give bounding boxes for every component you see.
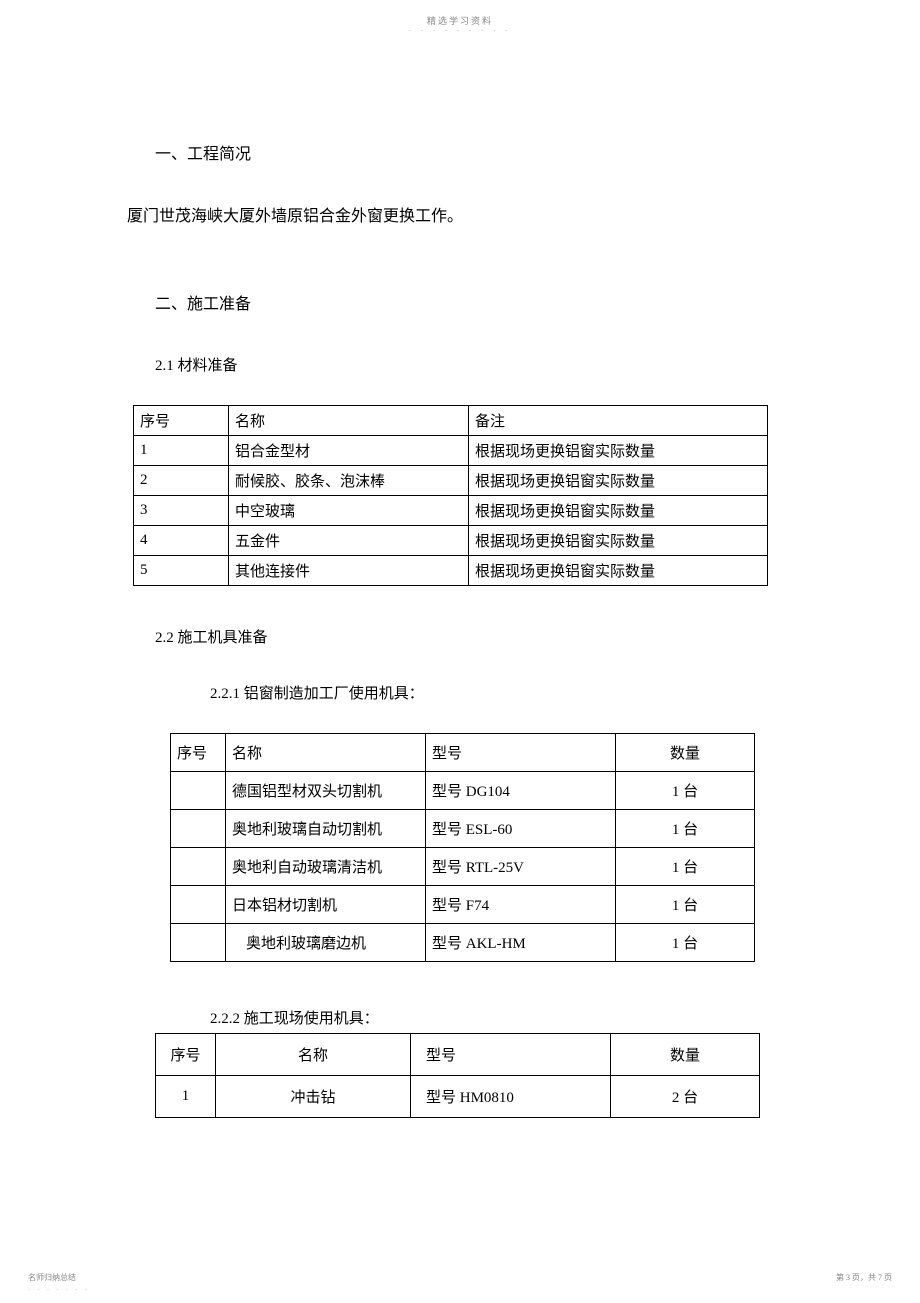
table-cell: 2 bbox=[134, 465, 229, 495]
footer-left: 名师归纳总结 bbox=[28, 1272, 76, 1283]
table-cell: 型号 AKL-HM bbox=[426, 923, 616, 961]
table-cell: 型号 ESL-60 bbox=[426, 809, 616, 847]
table-header: 名称 bbox=[229, 405, 469, 435]
table-cell: 中空玻璃 bbox=[229, 495, 469, 525]
factory-tools-table: 序号 名称 型号 数量 德国铝型材双头切割机 型号 DG104 1 台 奥地利玻… bbox=[170, 733, 755, 962]
table-header: 名称 bbox=[216, 1033, 411, 1075]
table-cell: 根据现场更换铝窗实际数量 bbox=[469, 495, 768, 525]
table-header: 名称 bbox=[226, 733, 426, 771]
section1-body: 厦门世茂海峡大厦外墙原铝合金外窗更换工作。 bbox=[127, 204, 765, 230]
table-cell: 1 台 bbox=[616, 847, 755, 885]
table-cell: 根据现场更换铝窗实际数量 bbox=[469, 555, 768, 585]
subsubsection-221-heading: 2.2.1 铝窗制造加工厂使用机具： bbox=[210, 682, 765, 703]
subsection-21-heading: 2.1 材料准备 bbox=[155, 354, 765, 375]
table-cell: 5 bbox=[134, 555, 229, 585]
table-cell: 型号 HM0810 bbox=[411, 1075, 611, 1117]
table-cell: 1 台 bbox=[616, 771, 755, 809]
section2-heading: 二、施工准备 bbox=[155, 290, 765, 314]
table-header: 序号 bbox=[171, 733, 226, 771]
table-header: 数量 bbox=[611, 1033, 760, 1075]
table-header-row: 序号 名称 备注 bbox=[134, 405, 768, 435]
table-header-row: 序号 名称 型号 数量 bbox=[171, 733, 755, 771]
table-cell: 铝合金型材 bbox=[229, 435, 469, 465]
table-cell: 型号 DG104 bbox=[426, 771, 616, 809]
subsection-22-heading: 2.2 施工机具准备 bbox=[155, 626, 765, 647]
table-header: 型号 bbox=[426, 733, 616, 771]
table-header: 序号 bbox=[134, 405, 229, 435]
table-header-row: 序号 名称 型号 数量 bbox=[156, 1033, 760, 1075]
table-row: 奥地利玻璃自动切割机 型号 ESL-60 1 台 bbox=[171, 809, 755, 847]
table-cell: 耐候胶、胶条、泡沫棒 bbox=[229, 465, 469, 495]
table-cell: 奥地利玻璃磨边机 bbox=[226, 923, 426, 961]
table-cell: 1 台 bbox=[616, 885, 755, 923]
table-cell: 1 bbox=[156, 1075, 216, 1117]
table-row: 1 铝合金型材 根据现场更换铝窗实际数量 bbox=[134, 435, 768, 465]
table-cell: 1 台 bbox=[616, 923, 755, 961]
table-row: 德国铝型材双头切割机 型号 DG104 1 台 bbox=[171, 771, 755, 809]
watermark-top-sub: - - - - - - - - - bbox=[409, 26, 512, 34]
table-cell: 根据现场更换铝窗实际数量 bbox=[469, 465, 768, 495]
table-row: 日本铝材切割机 型号 F74 1 台 bbox=[171, 885, 755, 923]
table-cell: 4 bbox=[134, 525, 229, 555]
table-cell: 根据现场更换铝窗实际数量 bbox=[469, 525, 768, 555]
table-row: 5 其他连接件 根据现场更换铝窗实际数量 bbox=[134, 555, 768, 585]
table-cell bbox=[171, 809, 226, 847]
table-cell: 型号 RTL-25V bbox=[426, 847, 616, 885]
table-cell bbox=[171, 847, 226, 885]
footer-right: 第 3 页，共 7 页 bbox=[836, 1272, 892, 1283]
site-tools-table: 序号 名称 型号 数量 1 冲击钻 型号 HM0810 2 台 bbox=[155, 1033, 760, 1118]
table-cell: 1 bbox=[134, 435, 229, 465]
table-cell: 奥地利玻璃自动切割机 bbox=[226, 809, 426, 847]
table-cell: 根据现场更换铝窗实际数量 bbox=[469, 435, 768, 465]
table-cell: 德国铝型材双头切割机 bbox=[226, 771, 426, 809]
table-header: 型号 bbox=[411, 1033, 611, 1075]
table-cell bbox=[171, 923, 226, 961]
subsubsection-222-heading: 2.2.2 施工现场使用机具： bbox=[210, 1007, 765, 1028]
table-row: 奥地利自动玻璃清洁机 型号 RTL-25V 1 台 bbox=[171, 847, 755, 885]
table-header: 数量 bbox=[616, 733, 755, 771]
table-cell: 冲击钻 bbox=[216, 1075, 411, 1117]
table-cell bbox=[171, 885, 226, 923]
table-row: 1 冲击钻 型号 HM0810 2 台 bbox=[156, 1075, 760, 1117]
table-cell: 奥地利自动玻璃清洁机 bbox=[226, 847, 426, 885]
table-header: 序号 bbox=[156, 1033, 216, 1075]
section1-heading: 一、工程简况 bbox=[155, 140, 765, 164]
table-cell: 日本铝材切割机 bbox=[226, 885, 426, 923]
table-row: 3 中空玻璃 根据现场更换铝窗实际数量 bbox=[134, 495, 768, 525]
table-row: 2 耐候胶、胶条、泡沫棒 根据现场更换铝窗实际数量 bbox=[134, 465, 768, 495]
footer-left-sub: - - - - - - - bbox=[28, 1287, 90, 1293]
materials-table: 序号 名称 备注 1 铝合金型材 根据现场更换铝窗实际数量 2 耐候胶、胶条、泡… bbox=[133, 405, 768, 586]
table-cell bbox=[171, 771, 226, 809]
table-cell: 五金件 bbox=[229, 525, 469, 555]
table-header: 备注 bbox=[469, 405, 768, 435]
document-content: 一、工程简况 厦门世茂海峡大厦外墙原铝合金外窗更换工作。 二、施工准备 2.1 … bbox=[0, 0, 920, 1118]
table-cell: 型号 F74 bbox=[426, 885, 616, 923]
table-cell: 1 台 bbox=[616, 809, 755, 847]
table-cell: 其他连接件 bbox=[229, 555, 469, 585]
table-cell: 2 台 bbox=[611, 1075, 760, 1117]
table-row: 奥地利玻璃磨边机 型号 AKL-HM 1 台 bbox=[171, 923, 755, 961]
table-row: 4 五金件 根据现场更换铝窗实际数量 bbox=[134, 525, 768, 555]
table-cell: 3 bbox=[134, 495, 229, 525]
